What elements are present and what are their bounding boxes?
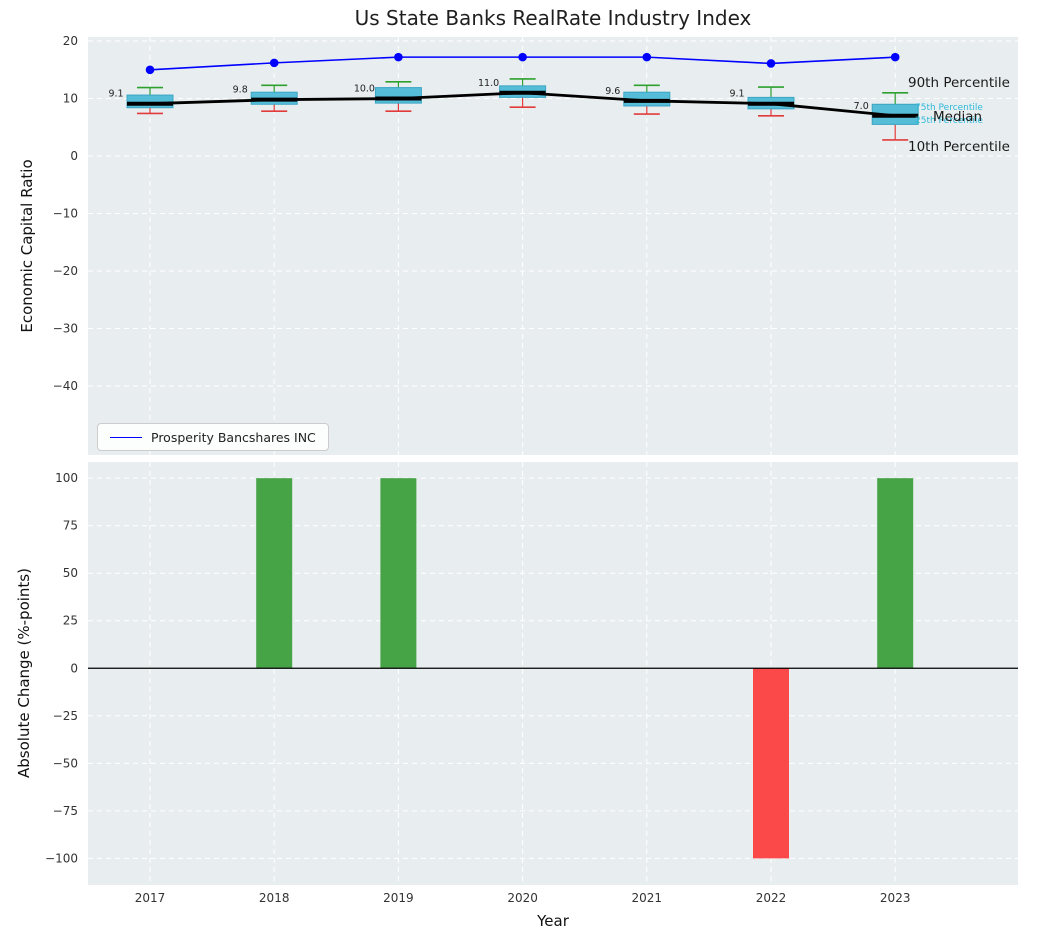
box-iqr (126, 94, 174, 109)
annotation-10th-percentile: 10th Percentile (908, 139, 1010, 155)
median-value-label: 11.0 (478, 78, 499, 89)
prosperity-point (890, 52, 900, 62)
median-value-label: 9.8 (233, 85, 248, 96)
y-tick-label: −20 (53, 264, 78, 278)
prosperity-point (766, 59, 776, 68)
bar-2023 (877, 478, 914, 669)
y-tick-label: −30 (53, 322, 78, 336)
annotation-25th-percentile: 25th Percentile (915, 116, 983, 126)
prosperity-point (642, 52, 652, 62)
y-tick-label: 100 (55, 471, 78, 485)
x-tick-label: 2023 (880, 891, 911, 905)
y-tick-label: 0 (70, 661, 78, 675)
annotation-90th-percentile: 90th Percentile (908, 75, 1010, 91)
prosperity-point (518, 52, 527, 62)
x-tick-label: 2019 (383, 891, 414, 905)
median-value-label: 10.0 (354, 84, 375, 95)
median-value-label: 9.1 (729, 89, 744, 100)
y-tick-label: 20 (63, 34, 78, 48)
panel-background (88, 462, 1018, 885)
x-tick-label: 2021 (632, 891, 663, 905)
box-iqr (374, 87, 422, 104)
y-tick-label: 0 (70, 149, 78, 163)
annotation-median: Median (933, 109, 983, 125)
y-tick-label: 75 (63, 519, 78, 533)
y-tick-label: −10 (53, 207, 78, 221)
bar-2022 (753, 668, 789, 859)
annotation-75th-percentile: 75th Percentile (915, 103, 983, 113)
y-tick-label: −75 (53, 804, 78, 818)
panel-background (88, 37, 1018, 455)
y-axis-label-bottom: Absolute Change (%-points) (15, 568, 33, 778)
x-tick-label: 2022 (756, 891, 787, 905)
legend: Prosperity Bancshares INC (97, 423, 329, 451)
bar-2018 (256, 478, 293, 669)
y-tick-label: −25 (53, 709, 78, 723)
prosperity-point (394, 52, 403, 62)
y-axis-label-top: Economic Capital Ratio (18, 159, 36, 333)
legend-label: Prosperity Bancshares INC (151, 429, 316, 445)
y-tick-label: −40 (53, 379, 78, 393)
median-value-label: 9.6 (605, 86, 620, 97)
bottom-panel: 100 75 50 25 0 −25 −50 −75 −100 2017 2018 2019 2020 2… (45, 462, 1018, 905)
y-tick-label: 25 (63, 614, 78, 628)
bar-2019 (380, 478, 417, 669)
x-tick-label: 2020 (507, 891, 538, 905)
x-tick-label: 2017 (135, 891, 166, 905)
prosperity-point (269, 58, 279, 68)
y-tick-label: 50 (63, 566, 78, 580)
y-tick-label: 10 (63, 92, 78, 106)
chart-title: Us State Banks RealRate Industry Index (354, 6, 752, 30)
y-tick-label: −50 (53, 756, 78, 770)
legend-line-sample (110, 436, 142, 438)
x-tick-label: 2018 (259, 891, 290, 905)
median-value-label: 7.0 (854, 101, 869, 112)
y-tick-label: −100 (45, 851, 78, 865)
x-axis-label: Year (537, 912, 569, 930)
prosperity-point (145, 65, 155, 75)
median-value-label: 9.1 (108, 89, 123, 100)
top-panel: 20 10 0 −10 −20 −30 −40 9.1 9.8 10.0 11.0 9.6 9.1 7.0 (53, 34, 1018, 455)
